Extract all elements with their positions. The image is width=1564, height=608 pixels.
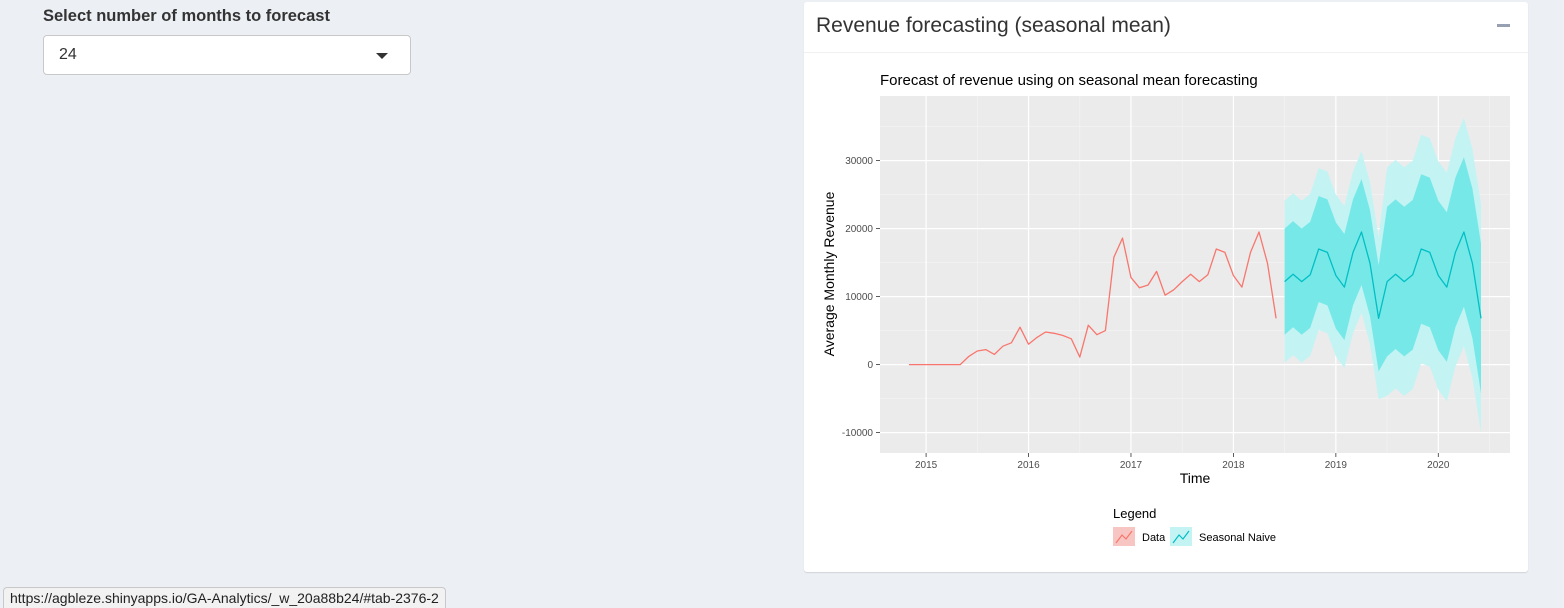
box-header: Revenue forecasting (seasonal mean) xyxy=(804,2,1528,53)
y-tick-label: -10000 xyxy=(842,428,874,439)
legend-label-data: Data xyxy=(1142,532,1166,544)
legend-key-data xyxy=(1113,527,1135,546)
legend-key-forecast xyxy=(1170,527,1192,546)
legend: Legend Data Seasonal Naive xyxy=(1113,506,1276,546)
series-line-forecast xyxy=(1284,231,1482,320)
x-tick-label: 2017 xyxy=(1120,460,1143,471)
y-tick-label: 10000 xyxy=(845,292,873,303)
caret-down-icon[interactable] xyxy=(376,53,388,59)
y-tick-label: 20000 xyxy=(845,224,873,235)
chart-title: Forecast of revenue using on seasonal me… xyxy=(880,72,1258,89)
x-tick-label: 2019 xyxy=(1325,460,1348,471)
forecast-chart: Forecast of revenue using on seasonal me… xyxy=(821,72,1510,546)
legend-key-forecast-line xyxy=(1172,530,1190,544)
x-tick-label: 2020 xyxy=(1427,460,1450,471)
minus-icon[interactable] xyxy=(1497,24,1510,27)
x-tick-label: 2016 xyxy=(1017,460,1040,471)
chart-area: Forecast of revenue using on seasonal me… xyxy=(804,53,1528,576)
months-select-value: 24 xyxy=(59,46,77,63)
x-tick-label: 2015 xyxy=(915,460,938,471)
months-input-group: Select number of months to forecast 24 xyxy=(43,6,413,75)
legend-label-forecast: Seasonal Naive xyxy=(1199,532,1276,544)
x-tick-label: 2018 xyxy=(1222,460,1245,471)
legend-key-data-line xyxy=(1115,530,1133,544)
months-select-label: Select number of months to forecast xyxy=(43,7,330,25)
forecast-box: Revenue forecasting (seasonal mean) Fore… xyxy=(804,2,1528,572)
y-axis-title: Average Monthly Revenue xyxy=(821,191,837,356)
series-line-data xyxy=(909,231,1277,366)
forecast-band-80 xyxy=(1284,157,1481,394)
x-axis-title: Time xyxy=(1180,470,1211,486)
status-bar-url: https://agbleze.shinyapps.io/GA-Analytic… xyxy=(3,587,446,608)
y-tick-label: 0 xyxy=(867,360,873,371)
y-tick-label: 30000 xyxy=(845,156,873,167)
box-title: Revenue forecasting (seasonal mean) xyxy=(816,14,1171,37)
legend-title: Legend xyxy=(1113,506,1156,521)
months-select[interactable]: 24 xyxy=(43,35,411,75)
